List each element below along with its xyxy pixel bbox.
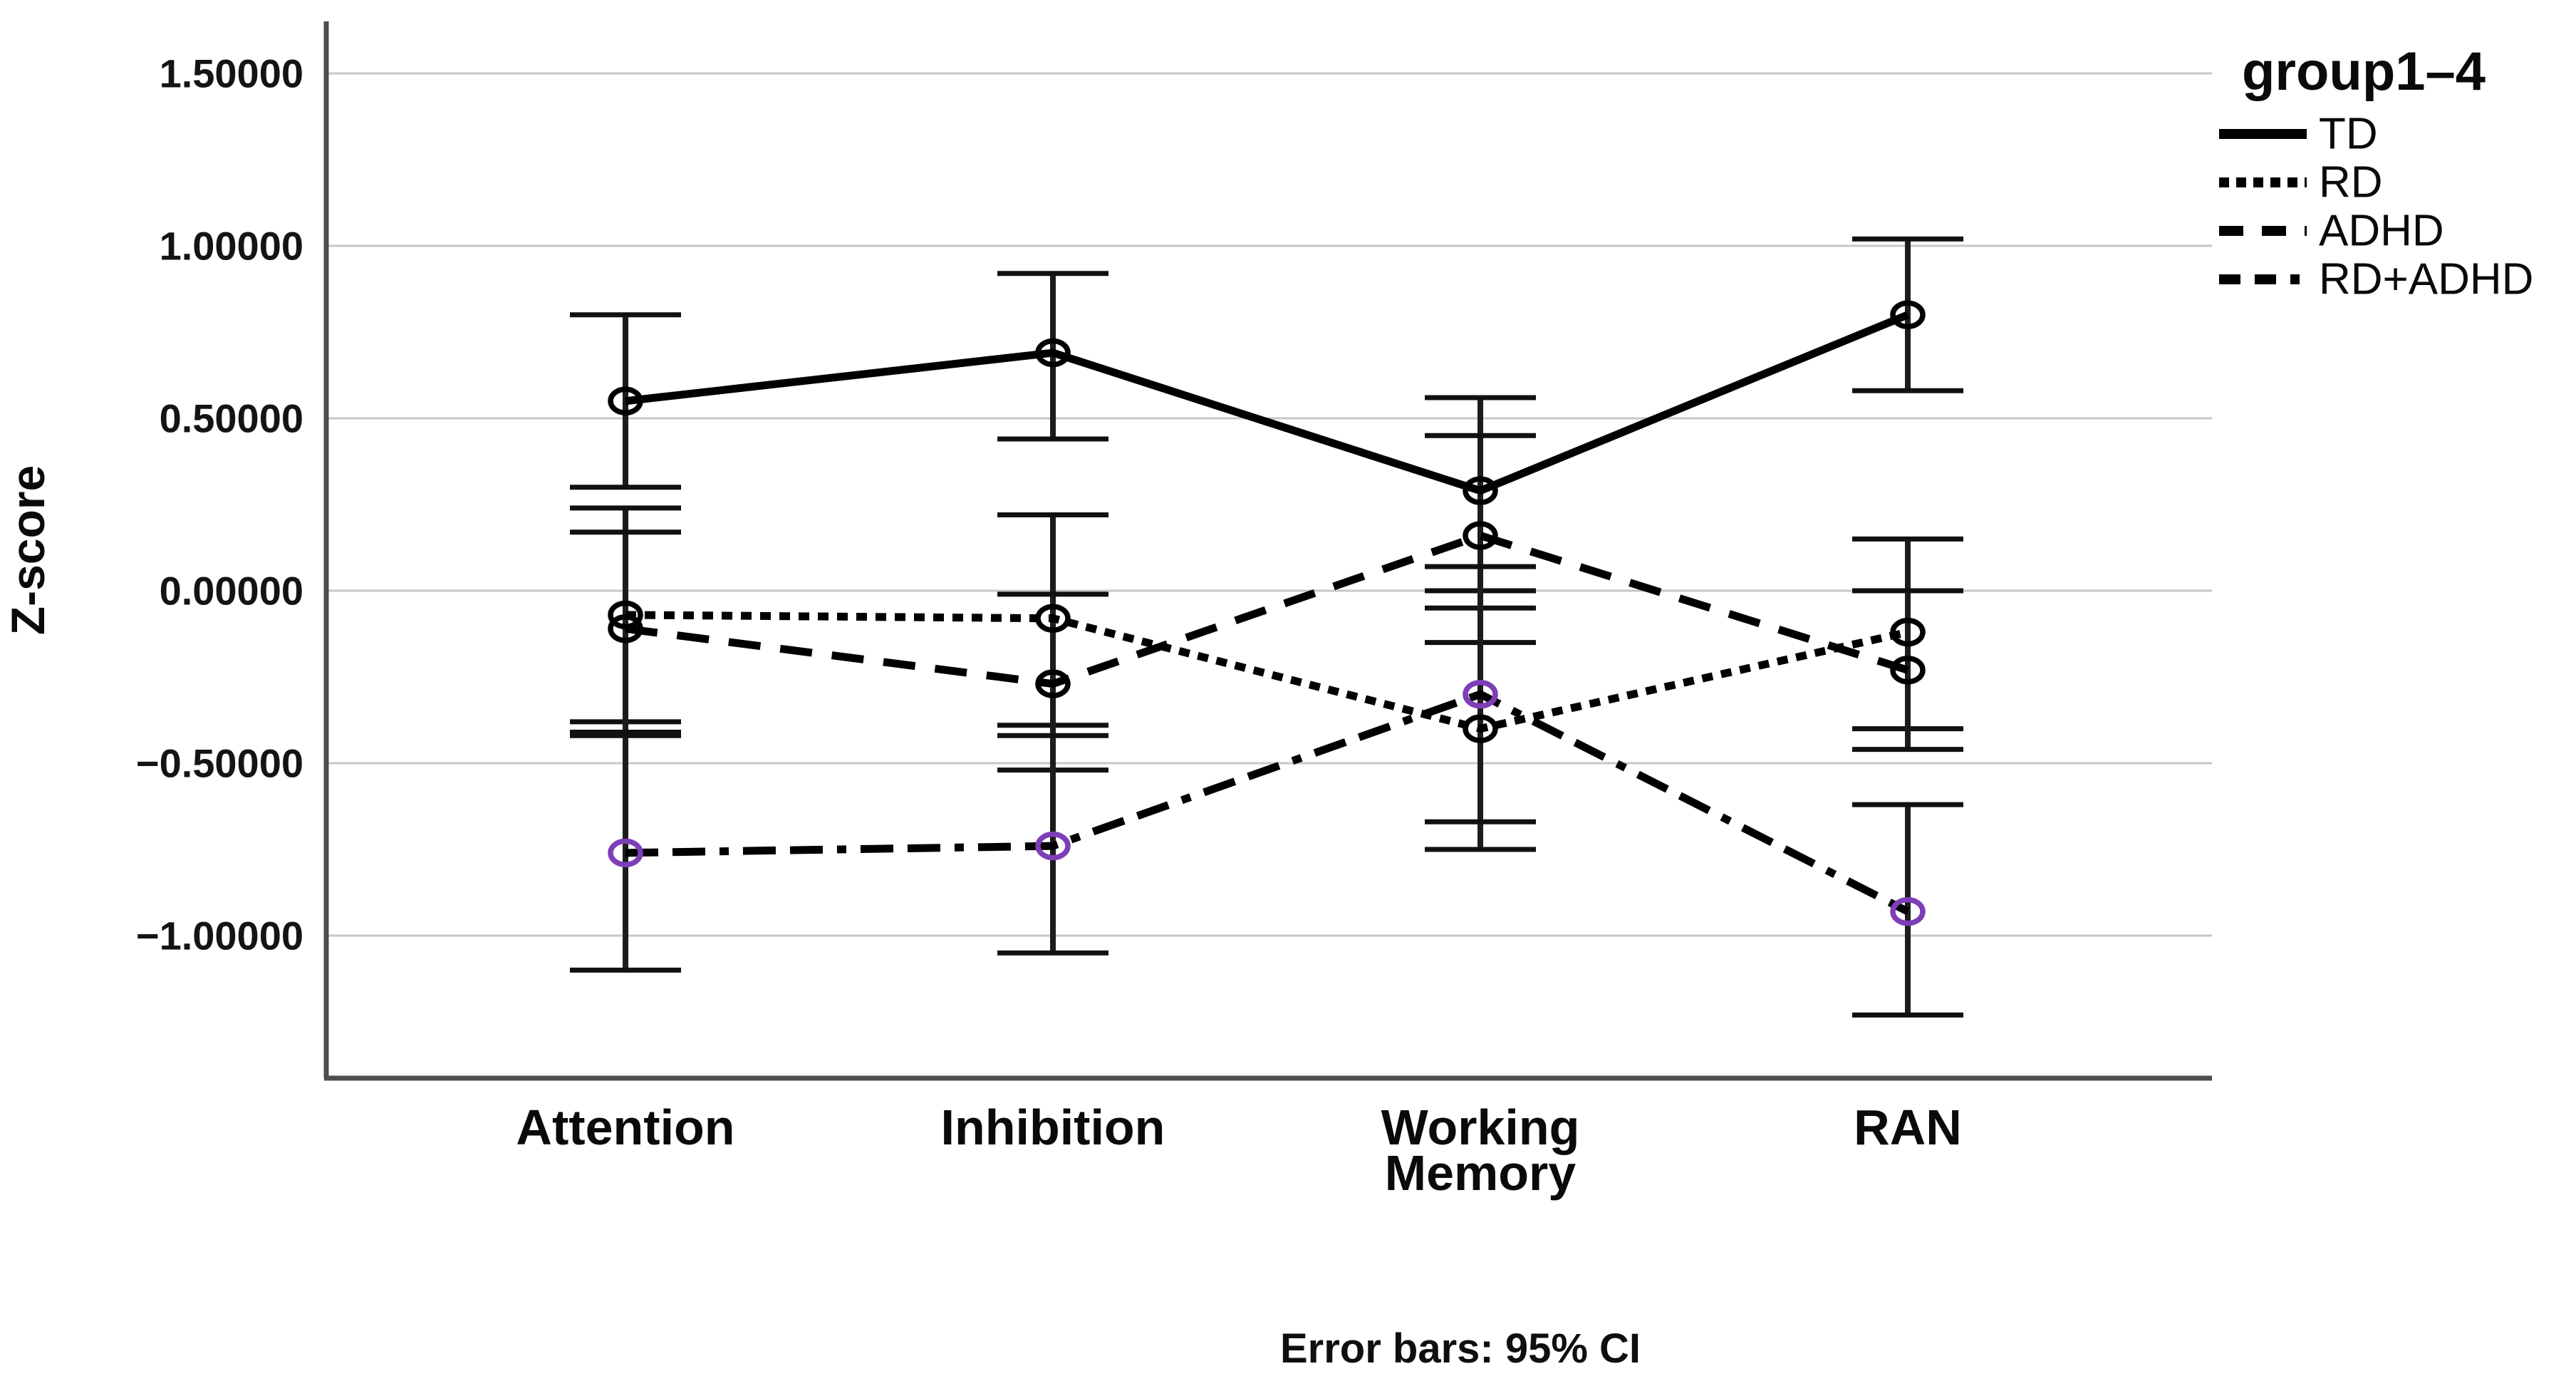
data-point-adhd xyxy=(1463,521,1498,550)
y-tick-label: −0.50000 xyxy=(136,741,303,786)
data-point-rd xyxy=(1035,604,1071,633)
series-line-rd xyxy=(625,611,1909,733)
data-point-adhd xyxy=(608,614,643,643)
series-line-td xyxy=(625,311,1910,495)
series-line-rd+adhd xyxy=(625,690,1910,916)
x-category-label: Working Memory xyxy=(1381,1100,1580,1201)
x-category-label: Inhibition xyxy=(941,1100,1165,1155)
data-point-rd xyxy=(608,600,643,630)
gridlines xyxy=(326,72,2212,937)
series-markers xyxy=(608,300,1926,926)
y-tick-label: 0.00000 xyxy=(160,569,303,614)
data-point-rd+adhd xyxy=(1890,896,1926,926)
data-point-rd+adhd xyxy=(1035,831,1071,861)
data-point-td xyxy=(1035,338,1071,368)
legend-title: group1–4 xyxy=(2242,41,2486,102)
y-tick-label: −1.00000 xyxy=(136,914,303,958)
data-point-rd+adhd xyxy=(1463,679,1498,709)
data-point-adhd xyxy=(1035,669,1071,698)
legend-label-td: TD xyxy=(2319,110,2378,159)
error-bars-caption: Error bars: 95% CI xyxy=(1280,1325,1641,1372)
series-line-adhd xyxy=(625,531,1909,688)
legend-label-adhd: ADHD xyxy=(2319,207,2444,256)
y-tick-label: 1.50000 xyxy=(160,51,303,96)
data-point-rd xyxy=(1890,617,1926,647)
series-lines xyxy=(625,311,1910,916)
error-bars xyxy=(570,236,1963,1018)
data-point-td xyxy=(1890,300,1926,330)
y-axis-title: Z-score xyxy=(1,465,54,635)
data-point-rd xyxy=(1463,714,1498,743)
y-tick-labels: 1.50000 1.00000 0.50000 0.00000 −0.50000 −1.0… xyxy=(136,51,303,958)
x-category-label: RAN xyxy=(1854,1100,1962,1155)
y-tick-label: 0.50000 xyxy=(160,396,303,441)
data-point-adhd xyxy=(1890,656,1926,685)
x-category-label: Attention xyxy=(516,1100,734,1155)
data-point-rd+adhd xyxy=(608,838,643,868)
data-point-td xyxy=(1463,476,1498,505)
y-tick-label: 1.00000 xyxy=(160,224,303,269)
data-point-td xyxy=(608,386,643,416)
legend-label-rd+adhd: RD+ADHD xyxy=(2319,255,2533,304)
legend-label-rd: RD xyxy=(2319,158,2383,207)
x-category-labels: Attention Inhibition Working Memory RAN xyxy=(516,1100,1961,1201)
